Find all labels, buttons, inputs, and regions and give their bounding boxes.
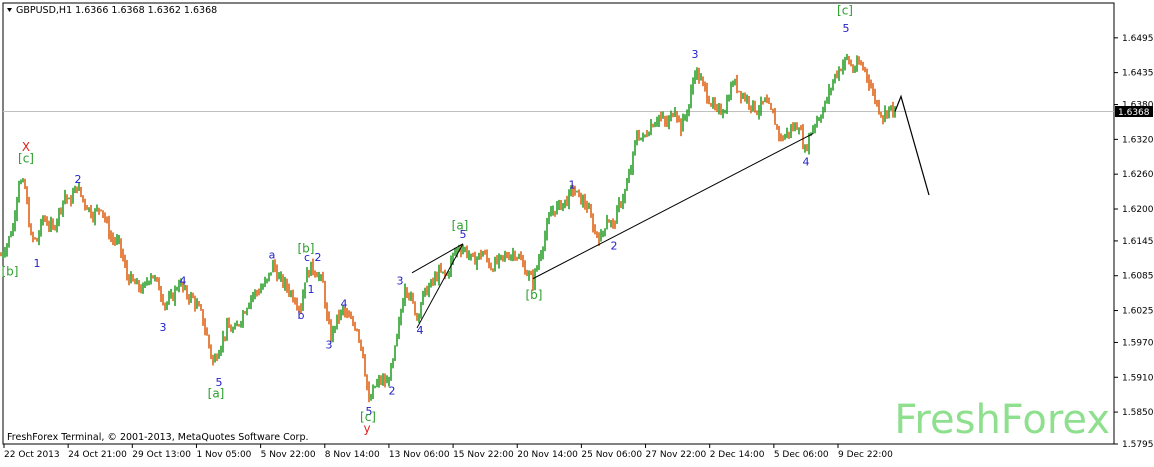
wave-label: [b] (526, 288, 543, 302)
price-series (0, 53, 896, 403)
wave-label: [a] (208, 387, 225, 401)
y-tick-label: 1.6145 (1122, 237, 1154, 247)
wave-label: 2 (389, 385, 396, 398)
y-tick-label: 1.6380 (1122, 101, 1154, 111)
wave-label: b (298, 309, 305, 322)
wave-label: 2 (315, 251, 322, 264)
watermark-logo: FreshForex (894, 397, 1110, 443)
y-tick-label: 1.6320 (1122, 135, 1154, 145)
symbol-header: GBPUSD,H1 1.6366 1.6368 1.6362 1.6368 (16, 5, 217, 16)
wave-label: 3 (692, 48, 699, 61)
forecast-line (894, 94, 930, 196)
wave-label: [c] (18, 152, 34, 166)
wave-label: 3 (160, 321, 167, 334)
x-tick-label: 25 Nov 06:00 (581, 450, 642, 460)
wave-label: c (304, 251, 310, 264)
dropdown-arrow-icon[interactable] (7, 8, 12, 12)
x-tick-label: 22 Oct 2013 (4, 450, 60, 460)
wave-label: 4 (803, 155, 810, 168)
wave-label: 4 (341, 298, 348, 311)
y-tick-label: 1.5910 (1122, 373, 1154, 383)
wave-label: [b] (298, 242, 315, 256)
y-tick-label: 1.6435 (1122, 69, 1154, 79)
wave-label: [c] (360, 410, 376, 424)
wave-label: X (22, 140, 30, 154)
wave-label: 4 (417, 324, 424, 337)
x-tick-label: 15 Nov 22:00 (453, 450, 514, 460)
wave-label: 3 (326, 338, 333, 351)
plot-frame (2, 2, 1115, 445)
wave-label: 1 (34, 257, 41, 270)
trendline (411, 243, 464, 274)
x-tick-label: 5 Dec 06:00 (774, 450, 829, 460)
wave-label: 1 (569, 179, 576, 192)
copyright-text: FreshForex Terminal, © 2001-2013, MetaQu… (7, 432, 309, 443)
wave-label: [b] (2, 265, 19, 279)
x-tick-label: 1 Nov 05:00 (196, 450, 251, 460)
wave-label: 5 (843, 22, 850, 35)
wave-label: 5 (460, 228, 467, 241)
x-tick-label: 27 Nov 22:00 (646, 450, 707, 460)
x-tick-label: 20 Nov 14:00 (517, 450, 578, 460)
y-axis: 1.6495 1.6435 1.6380 1.6320 1.6260 1.6200 1.61… (1114, 34, 1154, 450)
x-tick-label: 9 Dec 22:00 (838, 450, 893, 460)
x-tick-label: 29 Oct 13:00 (132, 450, 191, 460)
wave-label: 2 (611, 240, 618, 253)
wave-label: [a] (452, 218, 469, 232)
y-tick-label: 1.5795 (1122, 440, 1154, 450)
y-tick-label: 1.6260 (1122, 170, 1154, 180)
wave-label: 3 (397, 274, 404, 287)
y-tick-label: 1.6025 (1122, 307, 1154, 317)
wave-label: 2 (75, 173, 82, 186)
current-price-label: 1.6368 (1118, 108, 1150, 118)
current-price-tag (1115, 106, 1153, 118)
wave-label: 1 (308, 283, 315, 296)
wave-label: [c] (837, 4, 853, 18)
wave-label: 4 (180, 274, 187, 287)
x-tick-label: 13 Nov 06:00 (389, 450, 450, 460)
y-tick-label: 1.6200 (1122, 205, 1154, 215)
trendline (532, 133, 814, 280)
x-tick-label: 8 Nov 14:00 (325, 450, 380, 460)
y-tick-label: 1.5970 (1122, 338, 1154, 348)
y-tick-label: 1.5850 (1122, 408, 1154, 418)
x-tick-label: 2 Dec 14:00 (710, 450, 765, 460)
wave-label: 5 (216, 376, 223, 389)
trendline (416, 243, 464, 329)
wave-label: 5 (366, 405, 373, 418)
wave-label: a (269, 248, 276, 261)
x-axis: 22 Oct 2013 24 Oct 21:00 29 Oct 13:00 1 Nov… (3, 444, 893, 460)
x-tick-label: 5 Nov 22:00 (261, 450, 316, 460)
x-tick-label: 24 Oct 21:00 (68, 450, 127, 460)
trendlines (411, 133, 814, 329)
y-tick-label: 1.6495 (1122, 34, 1154, 44)
wave-label: y (363, 421, 370, 435)
y-tick-label: 1.6085 (1122, 272, 1154, 282)
